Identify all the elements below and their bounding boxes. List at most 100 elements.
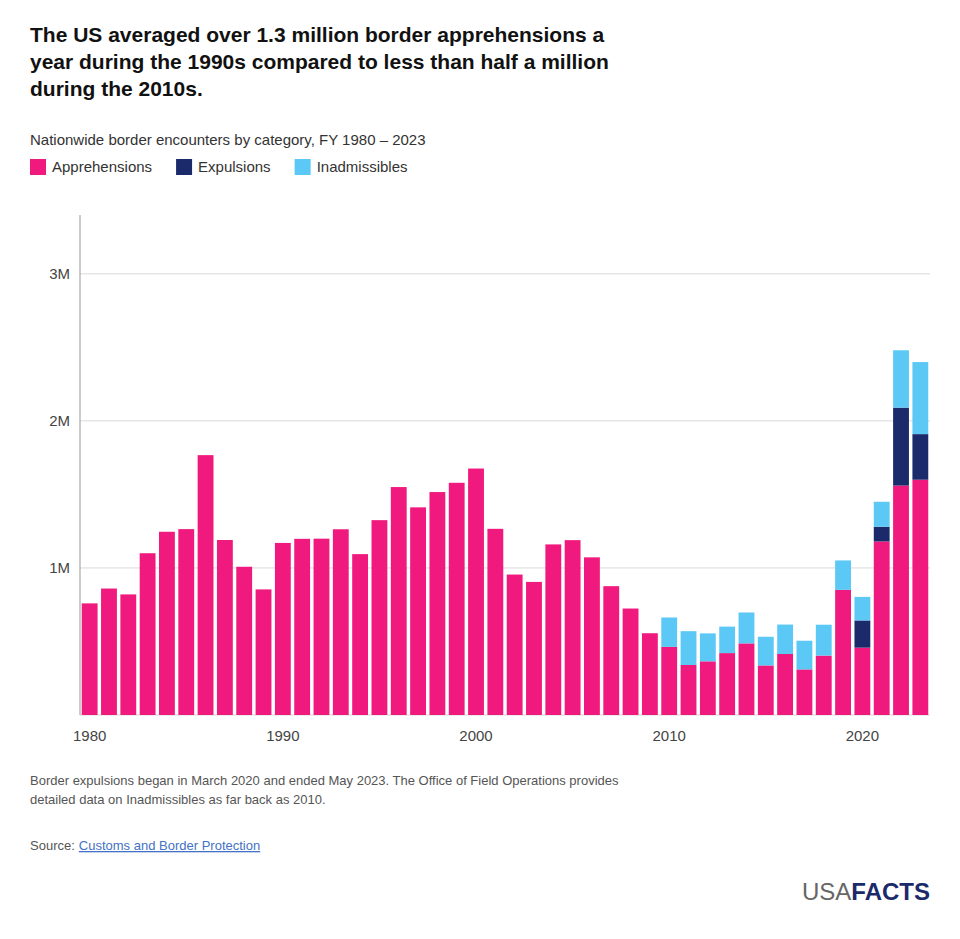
bar-segment: [700, 661, 716, 715]
bar-segment: [314, 538, 330, 539]
x-tick-label: 1990: [266, 727, 299, 744]
bar-segment: [603, 586, 619, 587]
bar-segment: [294, 539, 310, 715]
bar-segment: [236, 566, 252, 567]
bar-segment: [178, 529, 194, 530]
bar-segment: [294, 538, 310, 539]
bar-segment: [854, 620, 870, 647]
bar-segment: [526, 581, 542, 582]
bar-segment: [256, 589, 272, 715]
bar-segment: [893, 408, 909, 486]
bar-segment: [140, 553, 156, 715]
brand: USAFACTS: [802, 878, 930, 905]
bar-segment: [468, 468, 484, 469]
x-tick-label: 2020: [846, 727, 879, 744]
bar-segment: [449, 482, 465, 483]
bar-segment: [623, 608, 639, 609]
bar-segment: [372, 520, 388, 521]
bar-segment: [314, 538, 330, 539]
bar-segment: [352, 554, 368, 715]
bar-segment: [661, 647, 677, 715]
bar-segment: [314, 539, 330, 715]
bar-segment: [681, 665, 697, 715]
bar-segment: [719, 653, 735, 715]
bar-segment: [120, 594, 136, 595]
subtitle: Nationwide border encounters by category…: [30, 131, 426, 148]
bar-segment: [159, 531, 175, 532]
x-tick-label: 1980: [73, 727, 106, 744]
bar-segment: [584, 557, 600, 558]
legend-label: Inadmissibles: [317, 158, 408, 175]
legend-item: Apprehensions: [30, 158, 152, 175]
bar-segment: [217, 540, 233, 541]
bar-segment: [661, 618, 677, 647]
bar-segment: [545, 544, 561, 715]
bar-segment: [642, 633, 658, 634]
legend-item: Expulsions: [176, 158, 271, 175]
bar-segment: [854, 597, 870, 621]
x-axis: 1980 1990 2000 2010 2020: [73, 727, 879, 744]
bar-segment: [429, 492, 445, 715]
bar-segment: [256, 589, 272, 590]
bar-segment: [333, 529, 349, 530]
bar-segment: [758, 665, 774, 715]
bar-segment: [178, 529, 194, 530]
bar-segment: [159, 532, 175, 715]
bar-segment: [912, 362, 928, 434]
bar-segment: [410, 507, 426, 715]
bar-segment: [487, 528, 503, 529]
bar-segment: [198, 455, 214, 715]
bar-segment: [101, 588, 117, 589]
bar-segment: [777, 625, 793, 654]
bar-segment: [333, 529, 349, 715]
bar-segment: [700, 633, 716, 661]
bar-segment: [507, 575, 523, 715]
bar-segment: [275, 542, 291, 543]
bar-segment: [912, 434, 928, 480]
bar-segment: [623, 609, 639, 715]
bar-segment: [140, 553, 156, 554]
bar-segment: [275, 543, 291, 715]
bar-segment: [410, 507, 426, 508]
brand-part: FACTS: [851, 878, 930, 905]
bar-segment: [565, 540, 581, 541]
bars: [82, 350, 929, 715]
bar-segment: [719, 627, 735, 653]
bar-segment: [333, 529, 349, 530]
bar-segment: [893, 486, 909, 715]
bar-segment: [681, 631, 697, 665]
x-tick-label: 2010: [653, 727, 686, 744]
bar-segment: [545, 544, 561, 545]
bar-segment: [565, 540, 581, 715]
bar-segment: [178, 529, 194, 715]
bar-segment: [140, 553, 156, 554]
bar-segment: [429, 492, 445, 493]
bar-segment: [82, 603, 98, 604]
bar-segment: [352, 554, 368, 555]
y-tick-label: 1M: [49, 559, 70, 576]
bar-segment: [526, 581, 542, 582]
bar-segment: [623, 608, 639, 609]
bar-segment: [468, 469, 484, 715]
bar-segment: [835, 590, 851, 715]
legend-item: Inadmissibles: [295, 158, 408, 175]
x-tick-label: 2000: [459, 727, 492, 744]
bar-segment: [101, 589, 117, 715]
bar-segment: [236, 566, 252, 567]
bar-segment: [797, 669, 813, 715]
source-link: Customs and Border Protection: [79, 838, 260, 853]
grid-line: [80, 273, 930, 274]
grid-line: [80, 420, 930, 421]
bar-segment: [912, 480, 928, 715]
bar-segment: [526, 582, 542, 715]
y-axis: 1M2M3M: [49, 215, 930, 715]
bar-segment: [449, 482, 465, 483]
bar-segment: [256, 589, 272, 590]
bar-segment: [217, 540, 233, 541]
bar-segment: [391, 487, 407, 715]
bar-segment: [893, 350, 909, 407]
bar-segment: [449, 483, 465, 715]
bar-segment: [372, 520, 388, 521]
source-label: Source:: [30, 838, 75, 853]
legend-swatch: [176, 159, 192, 175]
